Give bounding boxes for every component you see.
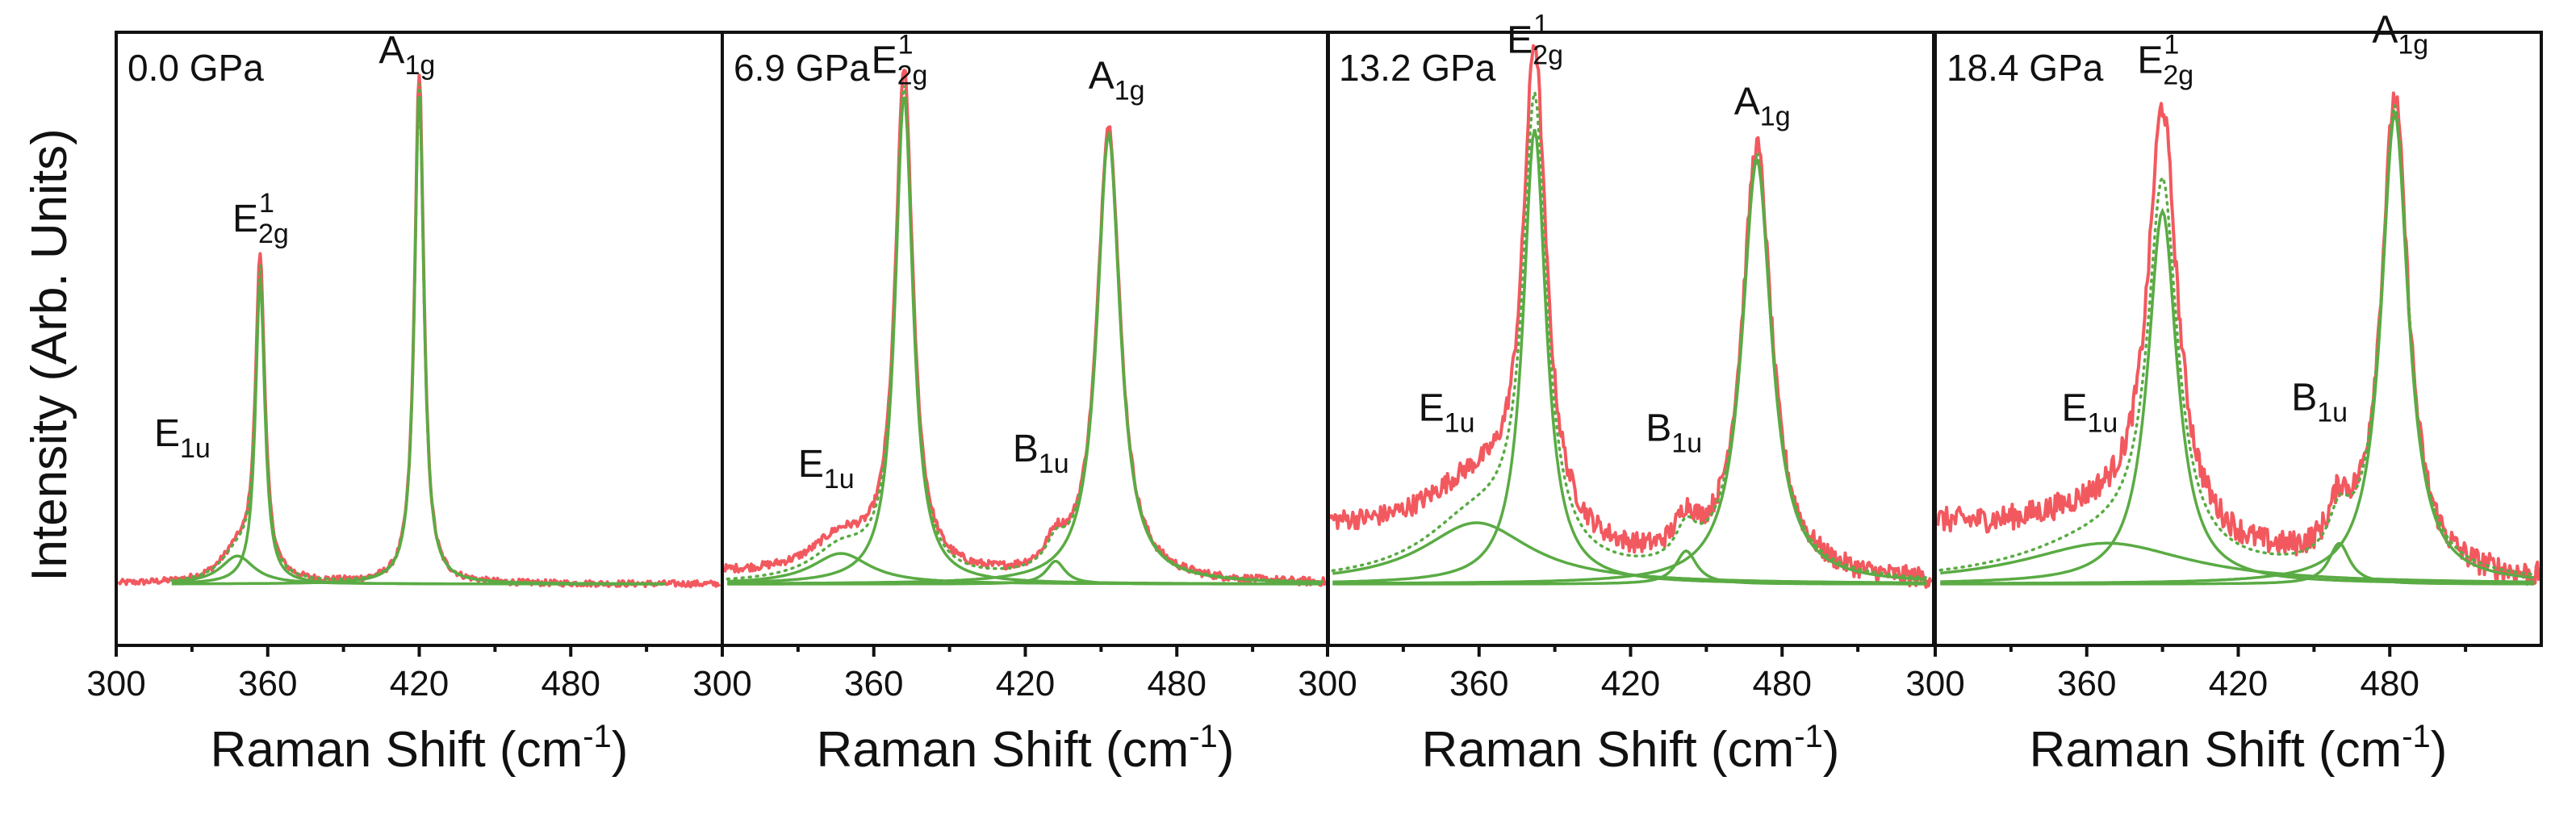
panel-3-peak-label-E1u: E1u: [2061, 386, 2118, 438]
panel-1-xtick-label-480: 480: [1148, 664, 1206, 703]
panel-2-peak-label-B1u: B1u: [1646, 407, 1702, 459]
y-axis-label: Intensity (Arb. Units): [22, 128, 77, 582]
panel-0-xtick-label-480: 480: [542, 664, 600, 703]
panel-1-peak-sup-E2g1: 1: [898, 30, 914, 61]
panel-0-fit-component-A1g: [171, 98, 665, 586]
panel-0-xtick-label-420: 420: [390, 664, 449, 703]
panel-3-pressure-label: 18.4 GPa: [1947, 47, 2104, 89]
panel-3-xtick-label-360: 360: [2057, 664, 2116, 703]
panel-1-peak-label-A1g: A1g: [1089, 55, 1145, 106]
panel-3-fit-component-A1g: [1940, 108, 2535, 585]
panel-0-peak-label-E1u: E1u: [154, 412, 211, 464]
panel-1-peak-label-E1u: E1u: [798, 443, 855, 495]
panel-2-xtick-label-480: 480: [1753, 664, 1812, 703]
panel-1-experimental-spectrum: [723, 69, 1328, 587]
panel-1-xtick-label-420: 420: [996, 664, 1055, 703]
panel-3-cumulative-fit: [1938, 105, 2537, 577]
panel-2-peak-sup-E2g1: 1: [1533, 9, 1549, 40]
panel-2-peak-label-E2g1: E2g: [1507, 19, 1563, 70]
panel-0-xtick-label-300: 300: [86, 664, 145, 703]
panel-2-x-axis-label: Raman Shift (cm-1): [1422, 719, 1840, 778]
panel-1-x-axis-label: Raman Shift (cm-1): [817, 719, 1235, 778]
panel-0-xtick-label-360: 360: [238, 664, 297, 703]
panel-3-xtick-label-300: 300: [1905, 664, 1964, 703]
panel-1-frame: [721, 31, 1330, 647]
panel-3-x-axis-label: Raman Shift (cm-1): [2030, 719, 2448, 778]
panel-2-xtick-label-300: 300: [1298, 664, 1357, 703]
panel-3-peak-label-A1g: A1g: [2372, 9, 2428, 61]
panel-1-peak-label-B1u: B1u: [1013, 428, 1069, 479]
panel-1-fit-component-E2g1: [727, 96, 1322, 586]
panel-0-peak-label-E2g1: E2g: [232, 198, 289, 249]
panel-2-frame: [1326, 31, 1935, 647]
panel-2-peak-label-E1u: E1u: [1419, 386, 1475, 438]
panel-2-cumulative-fit: [1331, 91, 1930, 579]
panel-2-xtick-label-360: 360: [1449, 664, 1508, 703]
panel-1-pressure-label: 6.9 GPa: [734, 47, 870, 89]
panel-1-cumulative-fit: [726, 85, 1324, 583]
panel-0-fit-component-E2g1: [171, 279, 665, 586]
panel-2-xtick-label-420: 420: [1601, 664, 1660, 703]
panel-2-pressure-label: 13.2 GPa: [1339, 47, 1496, 89]
panel-3-peak-label-B1u: B1u: [2291, 377, 2348, 428]
panel-1-xtick-label-300: 300: [692, 664, 751, 703]
panel-1-xtick-label-360: 360: [844, 664, 903, 703]
panel-3-xtick-label-420: 420: [2209, 664, 2268, 703]
panel-2-peak-label-A1g: A1g: [1734, 80, 1791, 131]
panel-3-peak-sup-E2g1: 1: [2164, 30, 2179, 61]
panel-2-fit-component-E2g1: [1332, 128, 1927, 586]
panel-0-x-axis-label: Raman Shift (cm-1): [211, 719, 629, 778]
panel-0-experimental-spectrum: [117, 73, 721, 589]
panel-2-fit-component-A1g: [1332, 156, 1927, 585]
panel-1-peak-label-E2g1: E2g: [872, 40, 928, 91]
panel-3-fit-component-E1u: [1940, 541, 2535, 584]
panel-2-experimental-spectrum: [1328, 44, 1933, 589]
panel-3-experimental-spectrum: [1936, 91, 2540, 586]
panel-3-xtick-label-480: 480: [2361, 664, 2419, 703]
panel-3-peak-label-E2g1: E2g: [2137, 40, 2193, 91]
panel-0-peak-label-A1g: A1g: [378, 29, 435, 81]
panel-0-frame: [115, 31, 724, 647]
panel-0-pressure-label: 0.0 GPa: [128, 47, 264, 89]
panel-0-peak-sup-E2g1: 1: [259, 188, 274, 219]
panel-1-fit-component-A1g: [727, 130, 1322, 586]
